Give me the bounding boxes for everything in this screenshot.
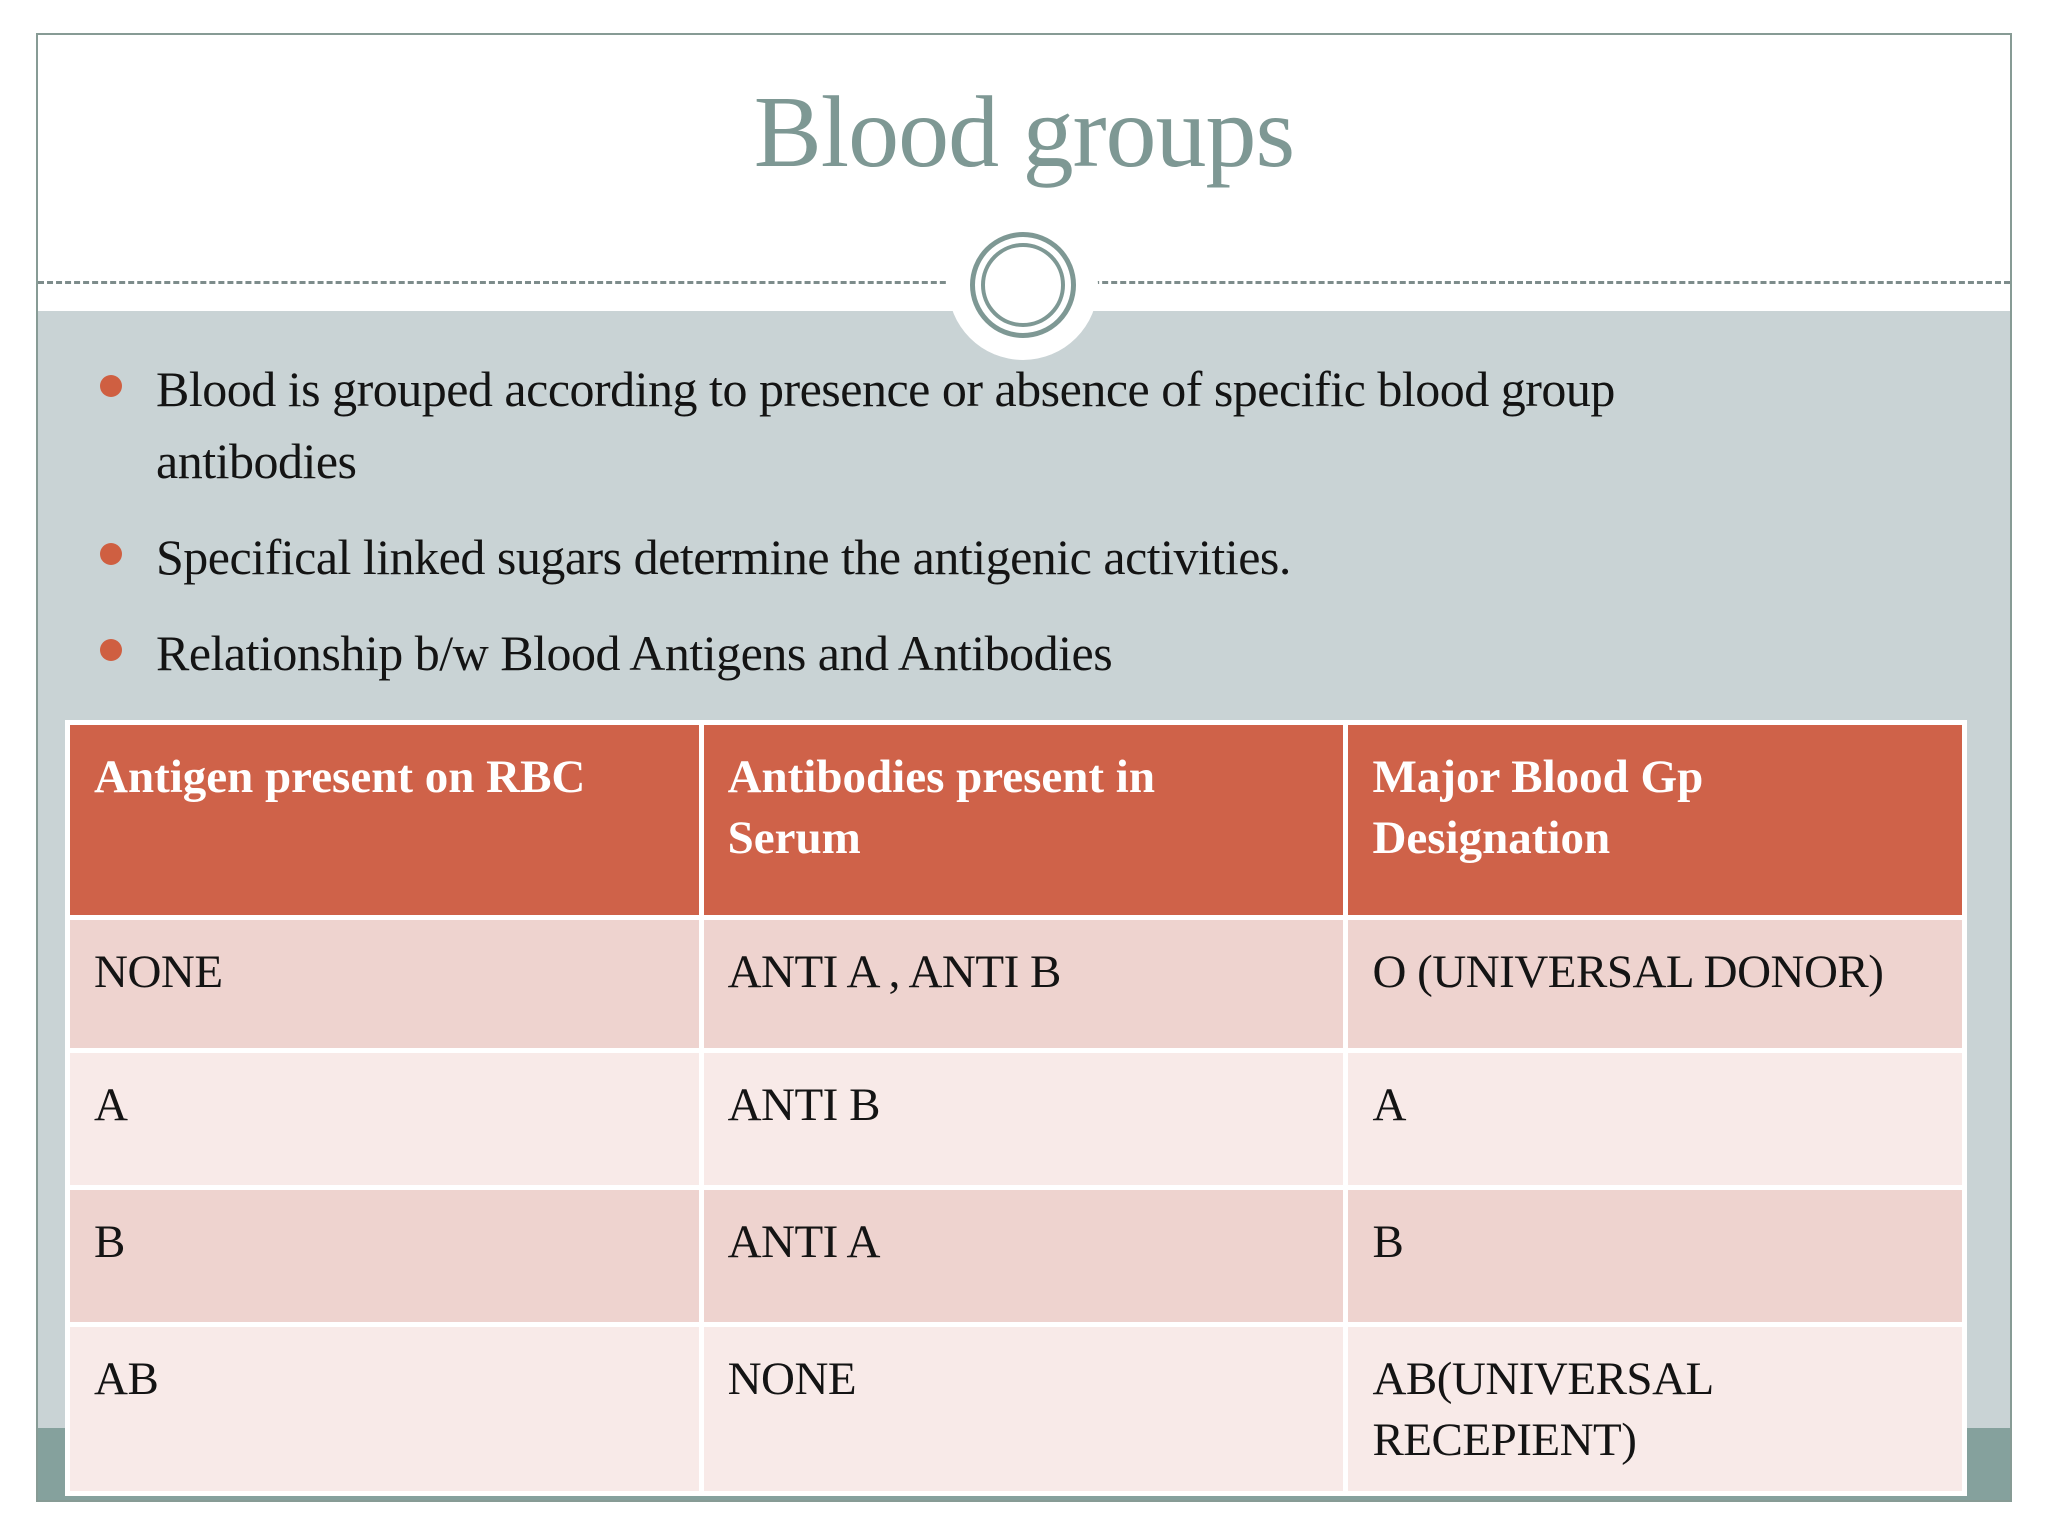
header-cell-antigen: Antigen present on RBC [70,725,699,915]
cell-designation: A [1348,1053,1962,1185]
cell-antigen: NONE [70,920,699,1048]
bullet-text: Relationship b/w Blood Antigens and Anti… [156,625,1113,681]
bullet-item: Specifical linked sugars determine the a… [100,521,1940,593]
cell-designation: B [1348,1190,1962,1322]
divider-circle-icon [970,232,1076,338]
bullet-item: Relationship b/w Blood Antigens and Anti… [100,617,1940,689]
cell-antibodies: NONE [703,1327,1344,1492]
header-cell-designation: Major Blood Gp Designation [1348,725,1962,915]
slide-frame: Blood groups Blood is grouped according … [36,33,2012,1502]
cell-antigen: B [70,1190,699,1322]
bullet-item: Blood is grouped according to presence o… [100,353,1940,497]
bullet-dot-icon [100,543,122,565]
cell-antibodies: ANTI A , ANTI B [703,920,1344,1048]
blood-group-table: Antigen present on RBC Antibodies presen… [65,720,1967,1497]
bullet-text: Specifical linked sugars determine the a… [156,529,1291,585]
table-row: B ANTI A B [70,1190,1962,1322]
cell-antibodies: ANTI B [703,1053,1344,1185]
bullet-text: Blood is grouped according to presence o… [156,361,1615,489]
bullet-list: Blood is grouped according to presence o… [100,353,1940,713]
header-cell-antibodies: Antibodies present in Serum [703,725,1344,915]
cell-designation: AB(UNIVERSAL RECEPIENT) [1348,1327,1962,1492]
cell-designation: O (UNIVERSAL DONOR) [1348,920,1962,1048]
cell-antigen: AB [70,1327,699,1492]
slide-title: Blood groups [753,76,1296,189]
table-row: NONE ANTI A , ANTI B O (UNIVERSAL DONOR) [70,920,1962,1048]
table-row: A ANTI B A [70,1053,1962,1185]
bullet-dot-icon [100,375,122,397]
table-row: AB NONE AB(UNIVERSAL RECEPIENT) [70,1327,1962,1492]
cell-antigen: A [70,1053,699,1185]
cell-antibodies: ANTI A [703,1190,1344,1322]
bullet-dot-icon [100,639,122,661]
antigen-antibody-table: Antigen present on RBC Antibodies presen… [65,720,1967,1496]
divider-circle-inner-ring [981,243,1065,327]
table-header-row: Antigen present on RBC Antibodies presen… [70,725,1962,915]
